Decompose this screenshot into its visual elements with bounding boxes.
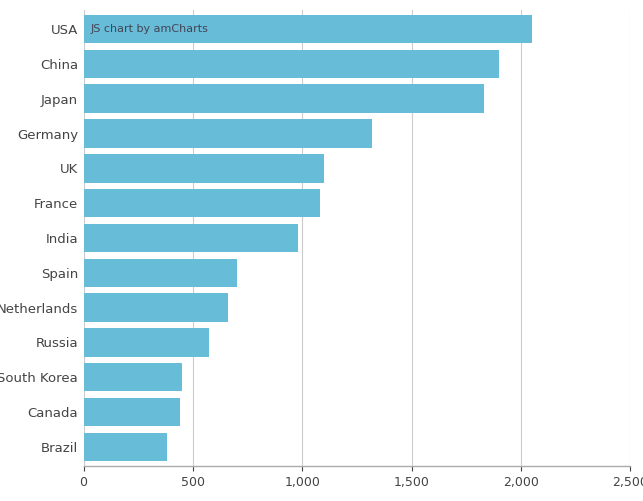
Bar xyxy=(84,189,320,217)
Bar xyxy=(84,85,484,113)
Bar xyxy=(84,398,180,426)
Text: JS chart by amCharts: JS chart by amCharts xyxy=(90,24,208,34)
Bar xyxy=(84,50,499,78)
Bar xyxy=(84,259,237,287)
Bar xyxy=(84,224,298,252)
Bar xyxy=(84,363,182,391)
Bar xyxy=(84,432,167,461)
Bar xyxy=(84,154,324,183)
Bar xyxy=(84,328,209,357)
Bar xyxy=(84,119,372,148)
Bar xyxy=(84,293,228,322)
Bar xyxy=(84,15,532,44)
